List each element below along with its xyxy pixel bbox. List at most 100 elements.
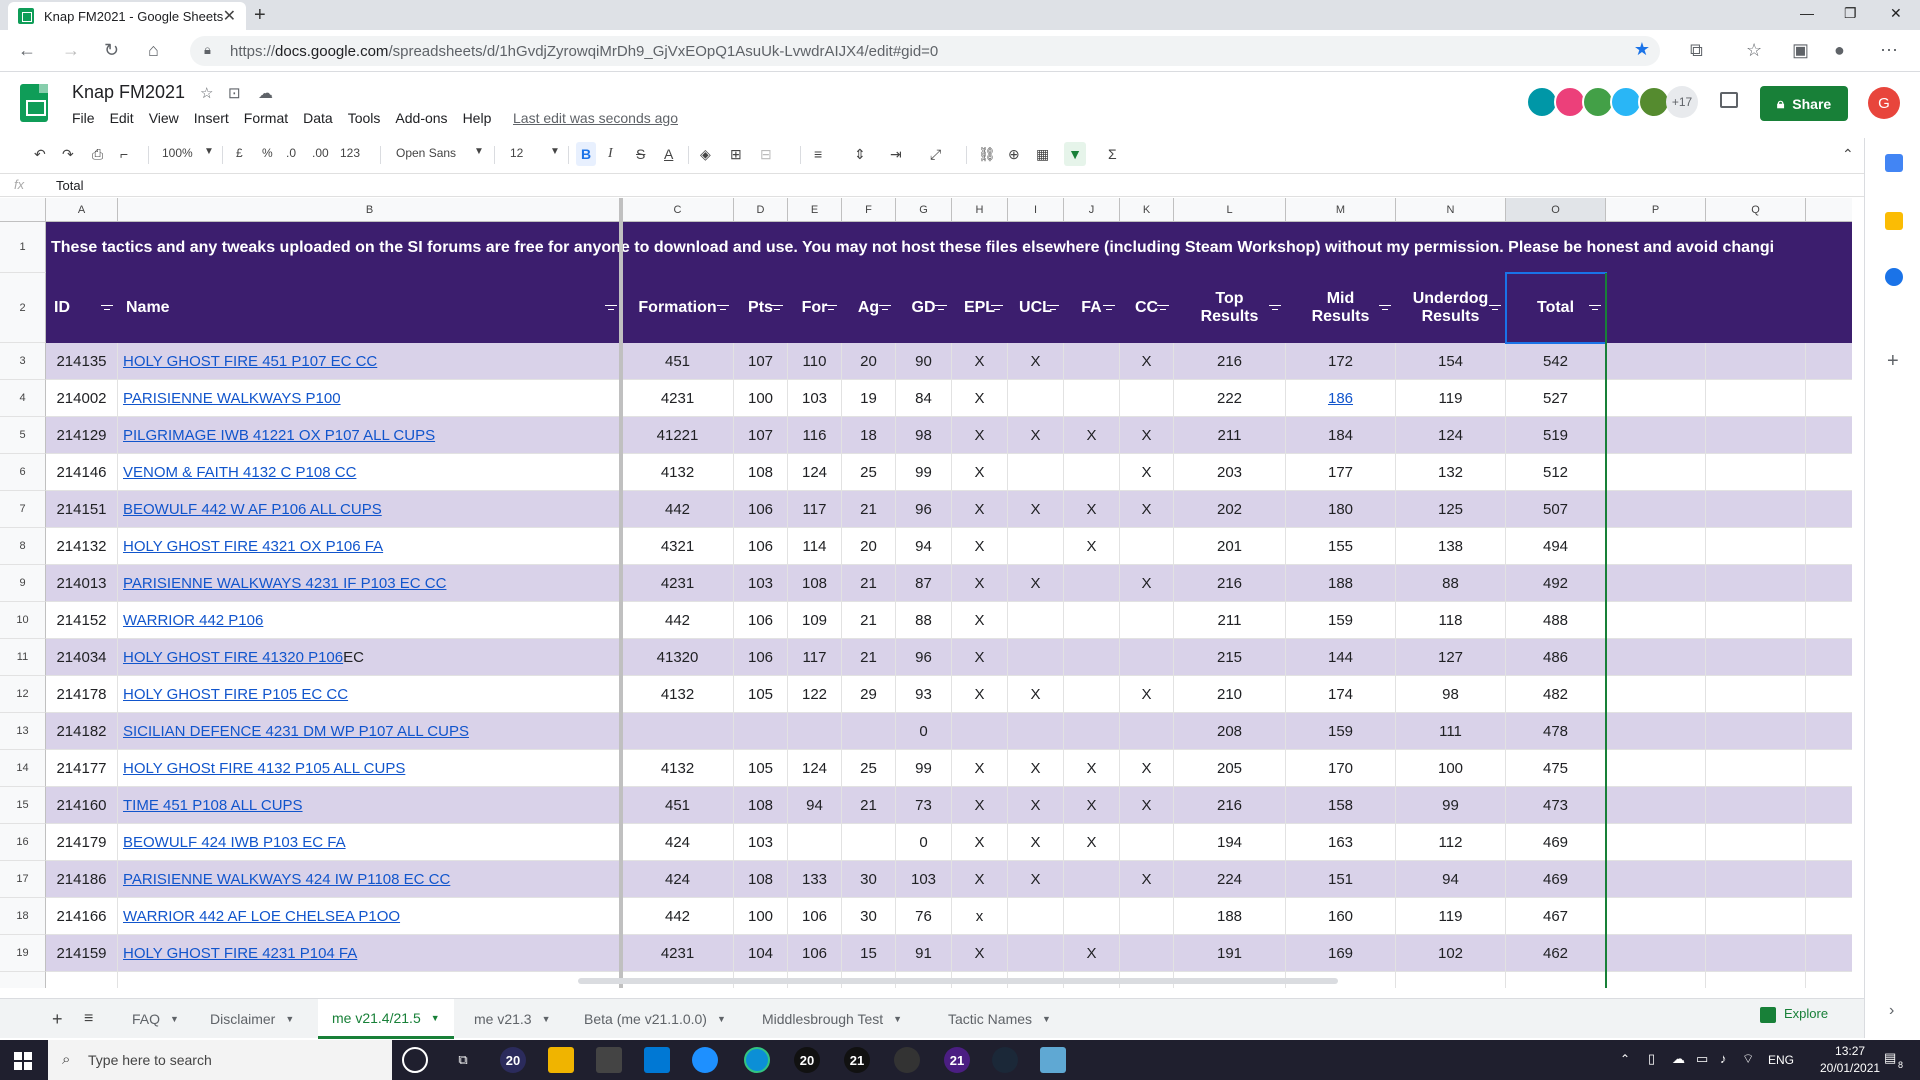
top-results-cell[interactable]: 205 <box>1174 750 1286 787</box>
volume-icon[interactable]: ♪ <box>1720 1051 1727 1066</box>
cc-cell[interactable]: X <box>1120 861 1174 898</box>
tactic-link[interactable]: HOLY GHOST FIRE 4321 OX P106 FA <box>123 537 384 555</box>
empty-cell[interactable] <box>1606 565 1706 602</box>
chevron-down-icon[interactable]: ▼ <box>285 1014 295 1024</box>
total-cell[interactable]: 475 <box>1506 750 1606 787</box>
header-name[interactable]: Name <box>118 273 622 343</box>
mid-results-cell[interactable]: 169 <box>1286 935 1396 972</box>
gd-cell[interactable]: 91 <box>896 935 952 972</box>
id-cell[interactable]: 214177 <box>46 750 118 787</box>
id-cell[interactable]: 214034 <box>46 639 118 676</box>
header-ag[interactable]: Ag <box>842 273 896 343</box>
tactic-link[interactable]: PARISIENNE WALKWAYS P100 <box>123 389 341 407</box>
epl-cell[interactable]: X <box>952 787 1008 824</box>
underdog-results-cell[interactable]: 119 <box>1396 380 1506 417</box>
empty-cell[interactable] <box>1806 824 1852 861</box>
top-results-cell[interactable]: 224 <box>1174 861 1286 898</box>
tactic-link[interactable]: VENOM & FAITH 4132 C P108 CC <box>123 463 357 481</box>
profile-icon[interactable]: ● <box>1834 40 1845 60</box>
empty-cell[interactable] <box>1706 454 1806 491</box>
empty-cell[interactable] <box>1606 491 1706 528</box>
header-cc[interactable]: CC <box>1120 273 1174 343</box>
filter-icon[interactable] <box>1157 303 1169 313</box>
empty-cell[interactable] <box>1706 676 1806 713</box>
fm20-app-icon-2[interactable]: 20 <box>794 1047 820 1073</box>
epl-cell[interactable]: X <box>952 750 1008 787</box>
formation-cell[interactable]: 4321 <box>622 528 734 565</box>
back-icon[interactable]: ← <box>18 40 36 60</box>
cortana-icon[interactable] <box>402 1047 428 1073</box>
ucl-cell[interactable]: X <box>1008 565 1064 602</box>
ag-cell[interactable]: 21 <box>842 491 896 528</box>
empty-cell[interactable] <box>1396 972 1506 988</box>
fa-cell[interactable]: X <box>1064 528 1120 565</box>
row-header[interactable]: 9 <box>0 565 46 602</box>
file-explorer-icon[interactable] <box>548 1047 574 1073</box>
zoom-dropdown-icon[interactable]: ▼ <box>204 146 214 157</box>
tray-app-icon[interactable]: ▯ <box>1648 1051 1656 1066</box>
chevron-down-icon[interactable]: ▼ <box>541 1014 551 1024</box>
for-cell[interactable]: 110 <box>788 343 842 380</box>
club-crest-icon[interactable] <box>894 1047 920 1073</box>
borders-icon[interactable]: ⊞ <box>730 146 742 162</box>
total-cell[interactable]: 462 <box>1506 935 1606 972</box>
filter-icon[interactable] <box>1379 303 1391 313</box>
ucl-cell[interactable] <box>1008 713 1064 750</box>
id-cell[interactable]: 214182 <box>46 713 118 750</box>
fa-cell[interactable] <box>1064 565 1120 602</box>
menu-addons[interactable]: Add-ons <box>395 110 448 126</box>
currency-format-button[interactable]: £ <box>236 146 243 160</box>
underdog-results-cell[interactable]: 102 <box>1396 935 1506 972</box>
menu-format[interactable]: Format <box>243 110 289 126</box>
ag-cell[interactable]: 21 <box>842 565 896 602</box>
row-header[interactable] <box>0 972 46 988</box>
formation-cell[interactable]: 424 <box>622 824 734 861</box>
epl-cell[interactable]: X <box>952 824 1008 861</box>
empty-cell[interactable] <box>1806 676 1852 713</box>
epl-cell[interactable]: X <box>952 454 1008 491</box>
underdog-results-cell[interactable]: 99 <box>1396 787 1506 824</box>
row-header[interactable]: 19 <box>0 935 46 972</box>
filter-icon[interactable] <box>1103 303 1115 313</box>
fm20-app-icon[interactable]: 20 <box>500 1047 526 1073</box>
select-all-corner[interactable] <box>0 198 46 222</box>
mid-results-cell[interactable]: 172 <box>1286 343 1396 380</box>
mid-results-cell[interactable]: 159 <box>1286 602 1396 639</box>
gd-cell[interactable]: 96 <box>896 491 952 528</box>
gd-cell[interactable]: 90 <box>896 343 952 380</box>
gd-cell[interactable]: 84 <box>896 380 952 417</box>
steam-icon[interactable] <box>992 1047 1018 1073</box>
row-header[interactable]: 16 <box>0 824 46 861</box>
font-size-select[interactable]: 12 <box>510 146 524 160</box>
pts-cell[interactable]: 100 <box>734 380 788 417</box>
comment-history-icon[interactable] <box>1720 92 1738 108</box>
for-cell[interactable]: 109 <box>788 602 842 639</box>
pts-cell[interactable]: 108 <box>734 454 788 491</box>
underdog-results-cell[interactable]: 125 <box>1396 491 1506 528</box>
name-cell[interactable]: PARISIENNE WALKWAYS P100 <box>118 380 622 417</box>
row-header[interactable]: 5 <box>0 417 46 454</box>
fa-cell[interactable]: X <box>1064 935 1120 972</box>
formation-cell[interactable]: 4132 <box>622 676 734 713</box>
total-cell[interactable]: 492 <box>1506 565 1606 602</box>
font-size-dropdown-icon[interactable]: ▼ <box>550 146 560 157</box>
id-cell[interactable]: 214129 <box>46 417 118 454</box>
top-results-cell[interactable]: 216 <box>1174 343 1286 380</box>
sheets-logo[interactable] <box>20 84 48 122</box>
fa-cell[interactable] <box>1064 602 1120 639</box>
column-header-a[interactable]: A <box>46 198 118 222</box>
tactic-link[interactable]: HOLY GHOSt FIRE 4132 P105 ALL CUPS <box>123 759 406 777</box>
mid-results-cell[interactable]: 160 <box>1286 898 1396 935</box>
row-header[interactable]: 14 <box>0 750 46 787</box>
empty-cell[interactable] <box>1706 491 1806 528</box>
tactic-link[interactable]: TIME 451 P108 ALL CUPS <box>123 796 303 814</box>
cc-cell[interactable]: X <box>1120 676 1174 713</box>
column-header-q[interactable]: Q <box>1706 198 1806 222</box>
epl-cell[interactable]: X <box>952 528 1008 565</box>
top-results-cell[interactable]: 210 <box>1174 676 1286 713</box>
reload-icon[interactable]: ↻ <box>104 40 120 60</box>
empty-cell[interactable] <box>1606 898 1706 935</box>
zoom-select[interactable]: 100% <box>162 146 193 160</box>
tactic-link[interactable]: PARISIENNE WALKWAYS 424 IW P1108 EC CC <box>123 870 451 888</box>
for-cell[interactable]: 124 <box>788 454 842 491</box>
